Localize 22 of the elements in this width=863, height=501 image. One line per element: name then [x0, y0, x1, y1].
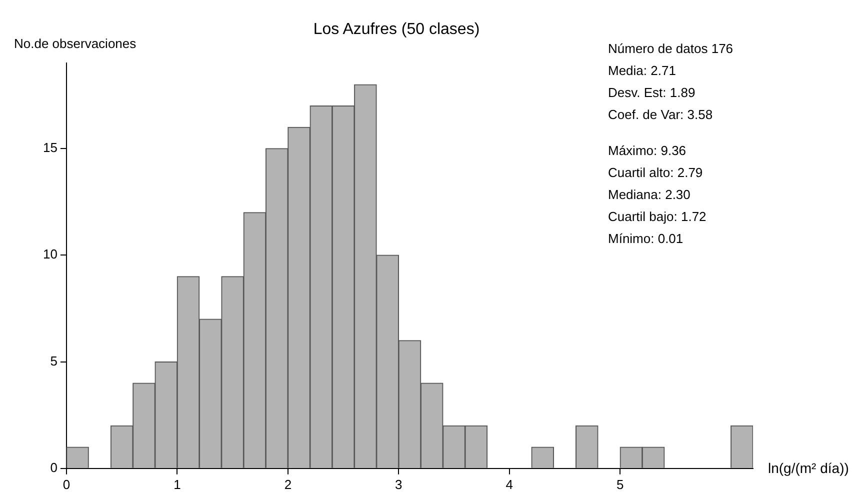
- annotation: Media: 2.71: [608, 62, 677, 80]
- x-tick-label: 5: [616, 476, 624, 492]
- x-tick-label: 4: [506, 476, 514, 492]
- annotation: Cuartil alto: 2.79: [608, 164, 704, 182]
- annotation: Coef. de Var: 3.58: [608, 106, 714, 124]
- chart-title: Los Azufres (50 clases): [313, 21, 480, 38]
- x-tick-label: 1: [174, 476, 181, 492]
- annotation: Desv. Est: 1.89: [608, 84, 696, 102]
- x-tick-label: 0: [62, 476, 70, 492]
- x-tick-label: 3: [395, 476, 402, 492]
- text: Número de datos 176: [608, 40, 734, 58]
- annotation: Máximo: 9.36: [608, 142, 688, 160]
- annotation: Mínimo: 0.01: [608, 230, 684, 248]
- annotation: Cuartil bajo: 1.72: [608, 208, 708, 226]
- y-axis-title: No.de observaciones: [14, 36, 136, 51]
- annotation: Mediana: 2.30: [608, 186, 692, 204]
- y-tick-label: 10: [42, 246, 58, 262]
- y-tick-label: 0: [50, 460, 58, 475]
- x-axis-title: ln(g/(m² día)): [768, 460, 849, 476]
- y-tick-label: 5: [50, 353, 58, 368]
- x-tick-label: 2: [284, 476, 292, 492]
- y-tick-label: 15: [42, 140, 58, 156]
